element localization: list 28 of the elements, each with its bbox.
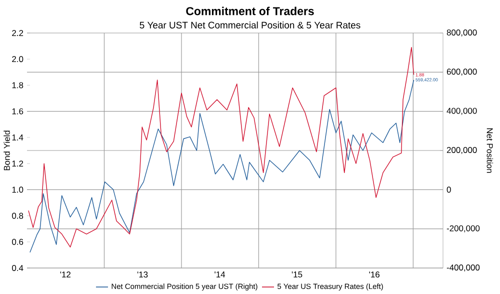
chart-title: Commitment of Traders (186, 6, 314, 16)
y-tick-label: 1.8 (12, 82, 24, 88)
y2-tick-label: 600,000 (446, 68, 477, 76)
line-series (30, 80, 414, 253)
x-tick-label: '15 (292, 272, 302, 278)
y-tick-label: 0.6 (12, 238, 24, 245)
y-tick-label: 1.0 (12, 186, 24, 193)
y2-axis-title: Net Position (486, 128, 494, 173)
y-axis-title: Bond Yield (4, 130, 10, 170)
y2-tick-label: 200,000 (446, 147, 477, 154)
y2-tick-label: 800,000 (446, 30, 477, 36)
y-tick-label: 1.6 (12, 108, 24, 114)
x-tick-label: '16 (369, 272, 380, 278)
y-tick-label: 1.4 (12, 134, 24, 140)
y-tick-label: 1.2 (12, 160, 24, 167)
x-tick-label: '12 (60, 272, 70, 278)
chart-subtitle: 5 Year UST Net Commercial Position & 5 Year Rates (140, 22, 360, 28)
y2-tick-label: -400,000 (446, 264, 480, 272)
y2-tick-label: 400,000 (446, 108, 477, 115)
y-tick-label: 2.0 (12, 56, 24, 62)
y2-tick-label: 0 (446, 186, 451, 193)
y2-tick-label: -200,000 (446, 225, 480, 232)
x-tick-label: '13 (137, 272, 148, 278)
y-tick-label: 0.4 (12, 265, 24, 271)
line-series (28, 47, 414, 248)
y-tick-label: 0.8 (12, 212, 24, 219)
x-tick-label: '14 (214, 272, 226, 278)
y-tick-label: 2.2 (12, 30, 24, 36)
